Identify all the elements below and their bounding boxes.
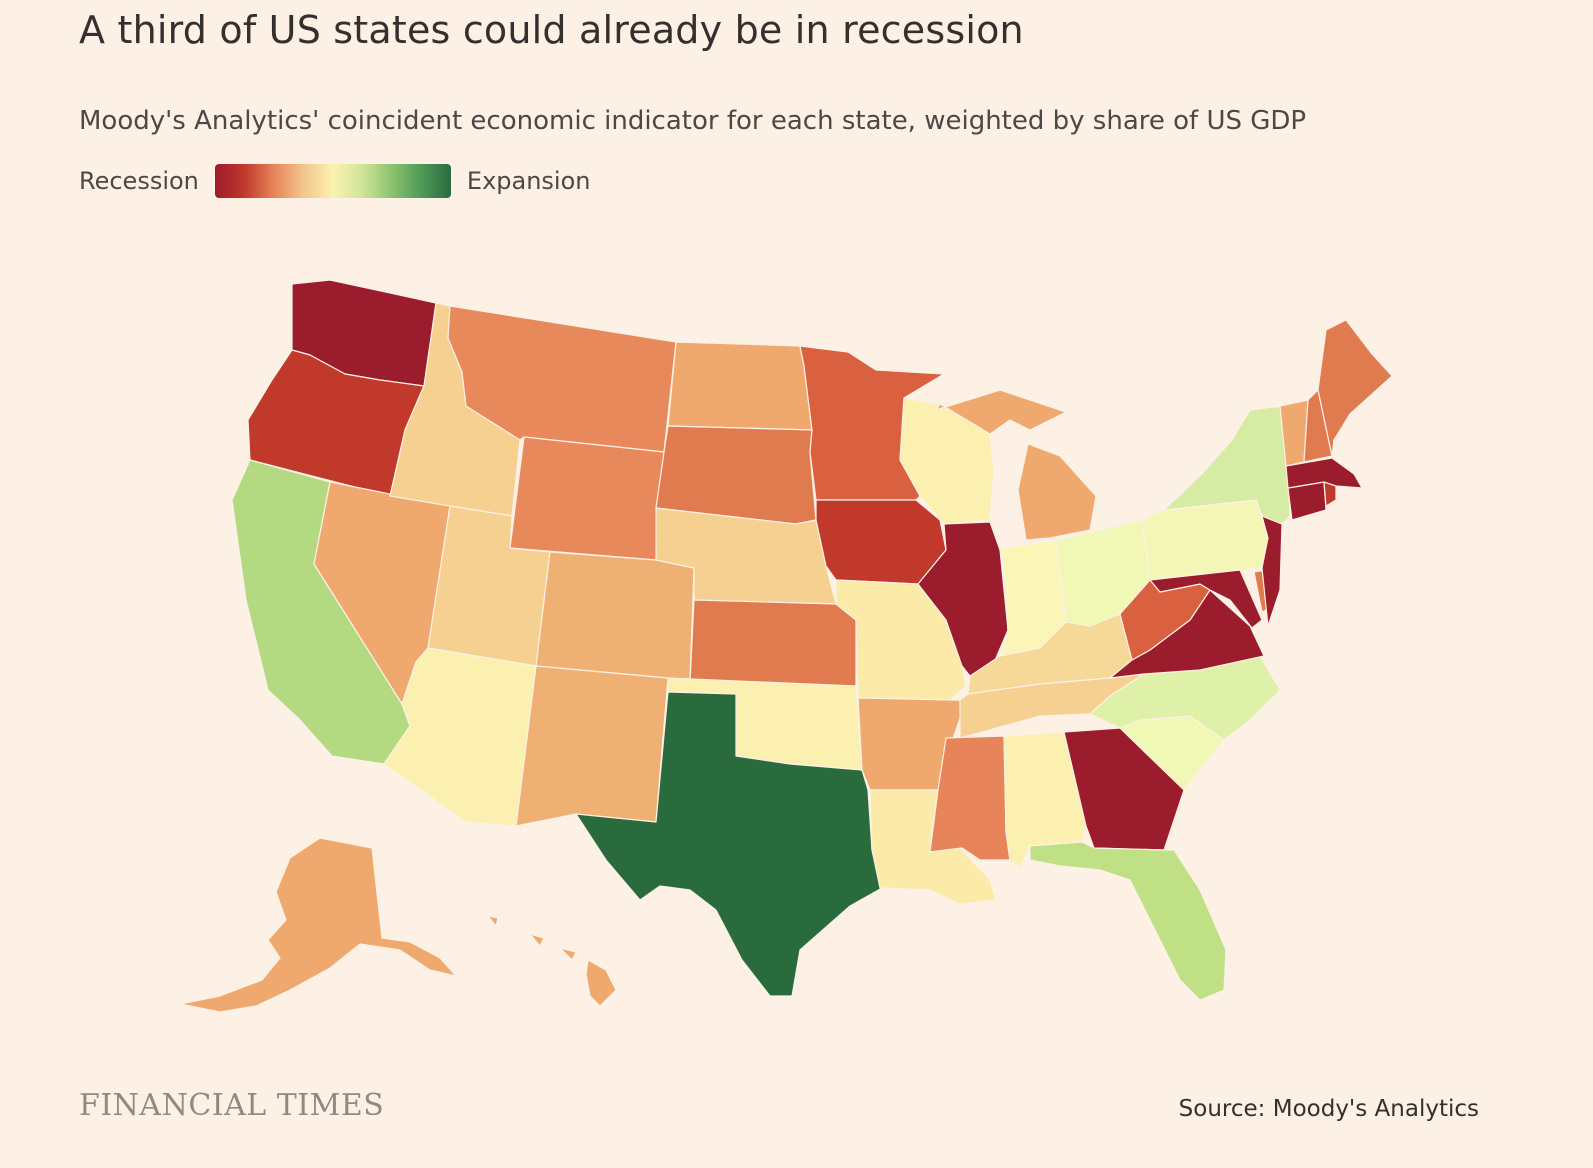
state-ND[interactable] — [667, 341, 813, 431]
state-SD[interactable] — [655, 425, 817, 525]
state-PA[interactable] — [1141, 499, 1269, 581]
state-IA[interactable] — [815, 499, 947, 585]
chart-subtitle: Moody's Analytics' coincident economic i… — [79, 106, 1307, 136]
state-CT[interactable] — [1287, 481, 1327, 521]
state-AK[interactable] — [179, 837, 457, 1013]
legend-gradient-bar — [214, 164, 451, 198]
legend-high-label: Expansion — [466, 167, 591, 195]
state-MI[interactable] — [935, 389, 1097, 541]
state-ME[interactable] — [1317, 319, 1393, 457]
map-svg — [179, 279, 1393, 1013]
state-NM[interactable] — [515, 665, 669, 827]
chart-title: A third of US states could already be in… — [79, 8, 1024, 52]
state-HI[interactable] — [487, 915, 617, 1007]
state-WY[interactable] — [509, 436, 665, 561]
color-legend: Recession Expansion — [79, 163, 591, 199]
state-NC[interactable] — [1089, 655, 1281, 741]
legend-low-label: Recession — [79, 167, 199, 195]
state-CO[interactable] — [535, 551, 695, 681]
ft-logo: FINANCIAL TIMES — [79, 1088, 385, 1123]
state-KS[interactable] — [689, 599, 857, 687]
state-MA[interactable] — [1285, 457, 1363, 489]
state-MD[interactable] — [1149, 569, 1263, 629]
state-TX[interactable] — [575, 691, 883, 997]
state-FL[interactable] — [1029, 841, 1227, 1001]
source-note: Source: Moody's Analytics — [1178, 1096, 1479, 1122]
us-states-map — [0, 260, 1593, 1060]
